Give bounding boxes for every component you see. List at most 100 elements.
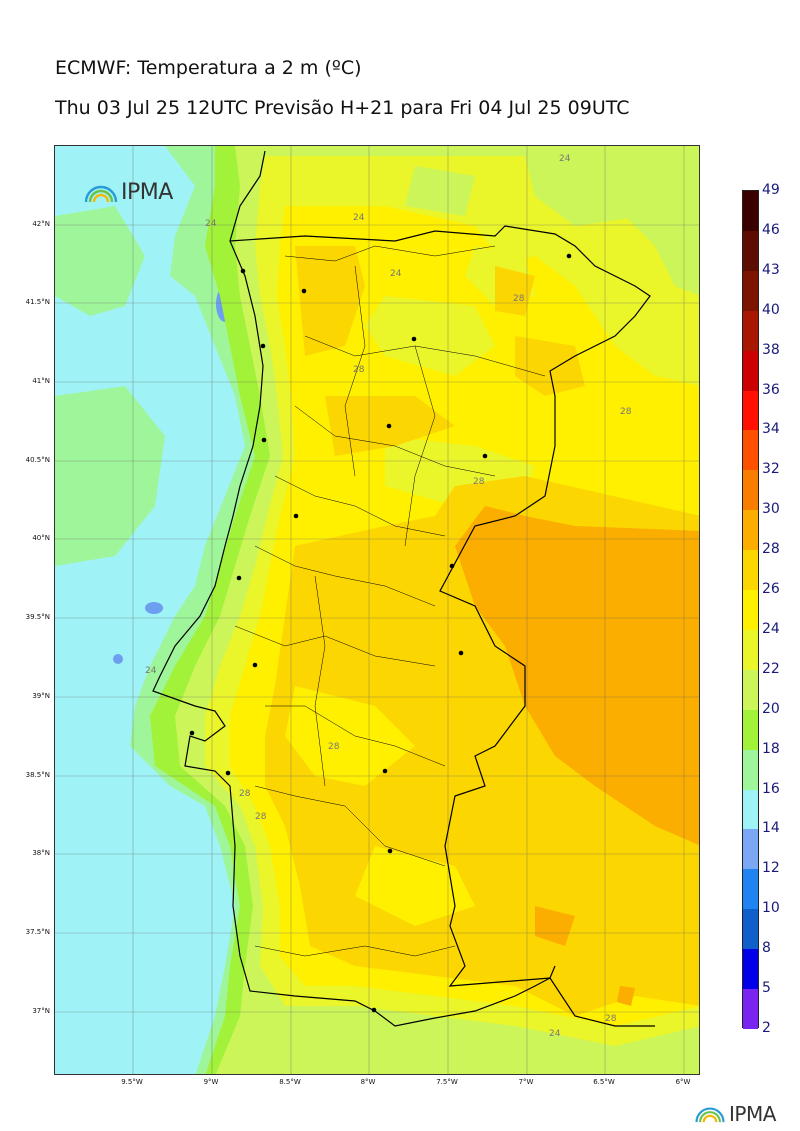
colorbar-segment: [743, 310, 758, 352]
colorbar-label: 46: [762, 221, 780, 238]
colorbar-segment: [743, 430, 758, 471]
city-dot: [449, 563, 455, 569]
contour-label: 28: [605, 1014, 617, 1024]
contour-label: 28: [353, 365, 365, 375]
map-subtitle: Thu 03 Jul 25 12UTC Previsão H+21 para F…: [55, 97, 630, 119]
colorbar-label: 2: [762, 1020, 771, 1036]
colorbar-segment: [743, 869, 758, 910]
lon-label: 8°W: [360, 1078, 376, 1086]
city-dot: [260, 343, 266, 349]
colorbar-label: 30: [762, 501, 780, 518]
ipma-logo: IPMA: [83, 180, 173, 205]
city-dot: [252, 662, 258, 668]
lon-label: 8.5°W: [279, 1078, 301, 1086]
ipma-logo: IPMA: [693, 1102, 776, 1126]
colorbar-label: 5: [762, 980, 771, 997]
colorbar-segment: [743, 989, 758, 1030]
lat-label: 39°N: [32, 692, 50, 700]
colorbar-segment: [743, 629, 758, 671]
city-markers: [189, 253, 572, 1013]
city-dot: [236, 575, 242, 581]
logo-text: IPMA: [121, 180, 173, 205]
lat-label: 40.5°N: [25, 456, 50, 464]
lat-label: 37.5°N: [25, 928, 50, 936]
lat-label: 38.5°N: [25, 771, 50, 779]
lat-label: 41.5°N: [25, 298, 50, 306]
colorbar-label: 43: [762, 261, 780, 278]
colorbar-segment: [743, 669, 758, 711]
lon-label: 9°W: [203, 1078, 219, 1086]
contour-label: 28: [255, 812, 267, 822]
city-dot: [458, 650, 464, 656]
colorbar-label: 16: [762, 780, 780, 797]
colorbar-label: 22: [762, 660, 780, 677]
colorbar-label: 38: [762, 341, 780, 358]
colorbar-segment: [743, 470, 758, 511]
contour-label: 28: [239, 789, 251, 799]
colorbar-label: 34: [762, 421, 780, 438]
colorbar-segment: [743, 909, 758, 950]
lon-label: 6°W: [675, 1078, 691, 1086]
city-dot: [240, 268, 246, 274]
colorbar-segment: [743, 590, 758, 631]
lake: [113, 654, 123, 664]
city-dot: [382, 768, 388, 774]
city-dot: [386, 423, 392, 429]
rainbow-icon: [695, 1107, 725, 1123]
contour-label: 24: [559, 154, 571, 164]
colorbar-label: 24: [762, 620, 780, 637]
orange-zone: [455, 506, 699, 846]
colorbar-segment: [743, 510, 758, 551]
lon-label: 7°W: [518, 1078, 534, 1086]
logo-text: IPMA: [729, 1102, 776, 1126]
map-title: ECMWF: Temperatura a 2 m (ºC): [55, 57, 362, 79]
colorbar-segment: [743, 789, 758, 830]
contour-label: 28: [620, 407, 632, 417]
city-dot: [387, 848, 393, 854]
graticule: [55, 146, 699, 1074]
colorbar-label: 36: [762, 381, 780, 398]
colorbar-label: 26: [762, 581, 780, 598]
gold-zone: [295, 246, 365, 356]
contour-label: 28: [473, 477, 485, 487]
contour-label: 24: [145, 666, 157, 676]
lat-label: 37°N: [32, 1007, 50, 1015]
lake: [145, 602, 163, 614]
colorbar-segment: [743, 749, 758, 791]
lat-label: 39.5°N: [25, 613, 50, 621]
city-dot: [261, 437, 267, 443]
city-dot: [225, 770, 231, 776]
colorbar-segment: [743, 949, 758, 990]
contour-label: 24: [549, 1029, 561, 1039]
lat-label: 40°N: [32, 534, 50, 542]
rainbow-icon: [84, 185, 118, 202]
colorbar-label: 14: [762, 820, 780, 837]
colorbar-label: 40: [762, 301, 780, 318]
city-dot: [301, 288, 307, 294]
district-borders: [234, 245, 546, 957]
contour-label: 24: [205, 219, 217, 229]
city-dot: [411, 336, 417, 342]
temperature-field: 24 24 24 24 28 28 28 28 28 28 24 28 24 2…: [55, 146, 699, 1074]
city-dot: [566, 253, 572, 259]
lat-label: 38°N: [32, 849, 50, 857]
colorbar-segment: [743, 709, 758, 751]
colorbar-segment: [743, 350, 758, 391]
lon-label: 6.5°W: [593, 1078, 615, 1086]
colorbar-segment: [743, 550, 758, 591]
border-spain: [229, 225, 655, 1027]
temperature-map: 24 24 24 24 28 28 28 28 28 28 24 28 24 2…: [54, 145, 700, 1075]
colorbar-label: 10: [762, 900, 780, 917]
colorbar: [742, 190, 759, 1030]
colorbar-label: 20: [762, 700, 780, 717]
lat-label: 41°N: [32, 377, 50, 385]
lon-label: 7.5°W: [436, 1078, 458, 1086]
contour-label: 24: [353, 213, 365, 223]
colorbar-label: 12: [762, 860, 780, 877]
colorbar-label: 28: [762, 541, 780, 558]
contour-label: 24: [390, 269, 402, 279]
city-dot: [371, 1007, 377, 1013]
city-dot: [189, 730, 195, 736]
colorbar-segment: [743, 230, 758, 272]
colorbar-segment: [743, 191, 758, 232]
